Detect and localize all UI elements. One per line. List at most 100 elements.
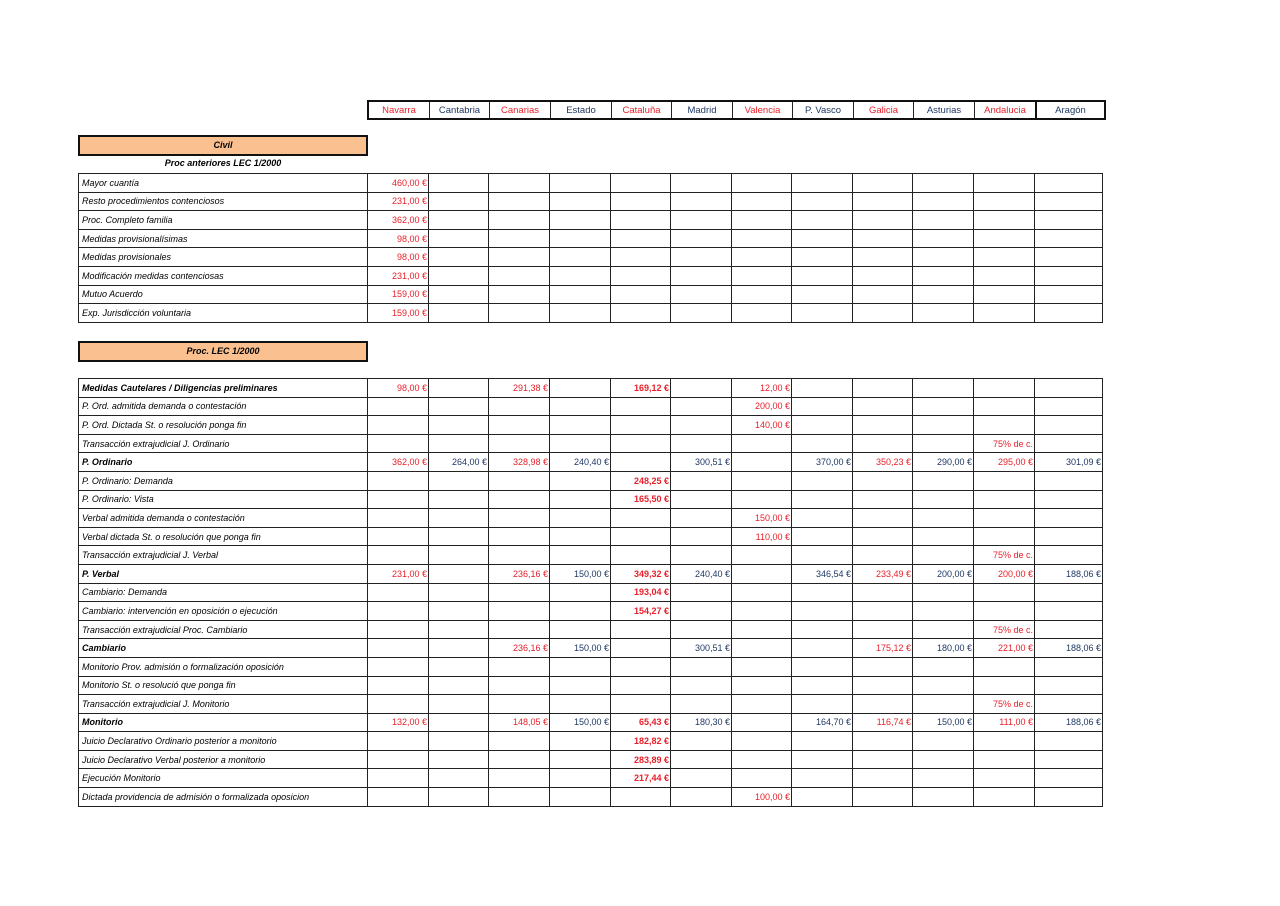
fee-cell bbox=[912, 303, 974, 323]
fee-cell bbox=[428, 396, 489, 417]
row-label: Cambiario: Demanda bbox=[78, 582, 368, 603]
fee-cell bbox=[610, 656, 671, 677]
fee-cell: 301,09 € bbox=[1034, 452, 1103, 472]
fee-cell bbox=[731, 638, 792, 658]
fee-cell: 200,00 € bbox=[973, 563, 1035, 584]
fee-cell: 175,12 € bbox=[852, 638, 913, 658]
fee-cell bbox=[912, 601, 974, 621]
table-row: Medidas provisionalísimas 98,00 € bbox=[78, 228, 1103, 249]
fee-cell: 346,54 € bbox=[791, 563, 853, 584]
fee-cell bbox=[670, 210, 732, 230]
fee-cell bbox=[731, 433, 792, 454]
table-row: Mutuo Acuerdo 159,00 € bbox=[78, 284, 1103, 305]
region-header: P. Vasco bbox=[792, 100, 854, 120]
fee-cell bbox=[428, 210, 489, 230]
table-row: P. Ordinario: Vista 165,50 € bbox=[78, 489, 1103, 510]
fee-cell: 154,27 € bbox=[610, 601, 671, 621]
fee-cell: 98,00 € bbox=[367, 378, 429, 398]
fee-cell bbox=[912, 619, 974, 640]
table-row: Monitorio 132,00 €148,05 €150,00 €65,43 €… bbox=[78, 712, 1103, 733]
fee-cell bbox=[1034, 601, 1103, 621]
region-header: Valencia bbox=[732, 100, 793, 120]
fee-cell: 300,51 € bbox=[670, 452, 732, 472]
row-label: Proc. Completo familia bbox=[78, 210, 368, 230]
row-label: Mayor cuantía bbox=[78, 173, 368, 193]
row-label: Resto procedimientos contenciosos bbox=[78, 191, 368, 212]
row-label: P. Ord. Dictada St. o resolución ponga f… bbox=[78, 415, 368, 435]
fee-cell bbox=[488, 303, 550, 323]
fee-cell bbox=[670, 545, 732, 565]
fee-cell bbox=[670, 433, 732, 454]
fee-cell bbox=[610, 265, 671, 286]
fee-cell bbox=[912, 768, 974, 789]
fee-cell bbox=[610, 508, 671, 528]
table-row: Dictada providencia de admisión o formal… bbox=[78, 787, 1103, 807]
row-label: P. Ordinario: Vista bbox=[78, 489, 368, 510]
fee-cell bbox=[731, 731, 792, 751]
fee-cell bbox=[912, 749, 974, 770]
fee-cell: 180,00 € bbox=[912, 638, 974, 658]
fee-cell bbox=[488, 749, 550, 770]
table-row: P. Ord. admitida demanda o contestación 2… bbox=[78, 396, 1103, 417]
row-label: Transacción extrajudicial J. Ordinario bbox=[78, 433, 368, 454]
row-label: Monitorio Prov. admisión o formalización… bbox=[78, 656, 368, 677]
fee-cell bbox=[912, 656, 974, 677]
fee-cell bbox=[549, 694, 611, 714]
fee-cell bbox=[610, 284, 671, 305]
fee-cell bbox=[852, 582, 913, 603]
fee-cell bbox=[791, 731, 853, 751]
fee-cell bbox=[731, 303, 792, 323]
fee-cell: 110,00 € bbox=[731, 526, 792, 547]
fee-cell bbox=[549, 508, 611, 528]
fee-cell bbox=[791, 694, 853, 714]
fee-cell: 200,00 € bbox=[731, 396, 792, 417]
fee-cell bbox=[852, 526, 913, 547]
fee-cell bbox=[973, 787, 1035, 807]
fee-cell bbox=[912, 545, 974, 565]
fee-cell bbox=[428, 638, 489, 658]
fee-cell bbox=[549, 489, 611, 510]
fee-cell: 231,00 € bbox=[367, 191, 429, 212]
fee-cell bbox=[1034, 508, 1103, 528]
fee-cell bbox=[610, 675, 671, 696]
fee-cell: 98,00 € bbox=[367, 247, 429, 267]
row-label: Cambiario: intervención en oposición o e… bbox=[78, 601, 368, 621]
fee-cell bbox=[367, 526, 429, 547]
fee-cell bbox=[549, 656, 611, 677]
fee-cell bbox=[488, 433, 550, 454]
fee-cell: 248,25 € bbox=[610, 470, 671, 491]
table-row: Cambiario: intervención en oposición o e… bbox=[78, 601, 1103, 621]
fee-cell bbox=[549, 433, 611, 454]
table-row: Resto procedimientos contenciosos 231,00 … bbox=[78, 191, 1103, 212]
fee-cell bbox=[670, 265, 732, 286]
table-row: P. Ordinario: Demanda 248,25 € bbox=[78, 470, 1103, 491]
table-row: Transacción extrajudicial J. Verbal 75% d… bbox=[78, 545, 1103, 565]
fee-cell bbox=[852, 284, 913, 305]
fee-cell bbox=[428, 675, 489, 696]
fee-cell bbox=[1034, 545, 1103, 565]
fee-cell bbox=[367, 415, 429, 435]
fee-cell bbox=[852, 768, 913, 789]
fee-cell bbox=[549, 470, 611, 491]
fee-cell bbox=[428, 656, 489, 677]
table-row: Mayor cuantía 460,00 € bbox=[78, 173, 1103, 193]
region-header-row: Navarra Cantabria Canarias Estado Cataluña Ma… bbox=[367, 100, 1106, 120]
fee-cell bbox=[428, 378, 489, 398]
fee-cell bbox=[852, 656, 913, 677]
fee-cell bbox=[1034, 415, 1103, 435]
fee-cell bbox=[610, 396, 671, 417]
fee-cell bbox=[791, 228, 853, 249]
fee-cell: 148,05 € bbox=[488, 712, 550, 733]
fee-cell bbox=[852, 619, 913, 640]
fee-cell bbox=[973, 247, 1035, 267]
table-row: Monitorio Prov. admisión o formalización… bbox=[78, 656, 1103, 677]
row-label: P. Ord. admitida demanda o contestación bbox=[78, 396, 368, 417]
fee-cell bbox=[973, 768, 1035, 789]
fee-cell bbox=[670, 731, 732, 751]
fee-cell bbox=[852, 415, 913, 435]
fee-cell bbox=[610, 452, 671, 472]
fee-cell: 132,00 € bbox=[367, 712, 429, 733]
fee-cell bbox=[549, 303, 611, 323]
fee-cell bbox=[852, 601, 913, 621]
row-label: Medidas Cautelares / Diligencias prelimi… bbox=[78, 378, 368, 398]
